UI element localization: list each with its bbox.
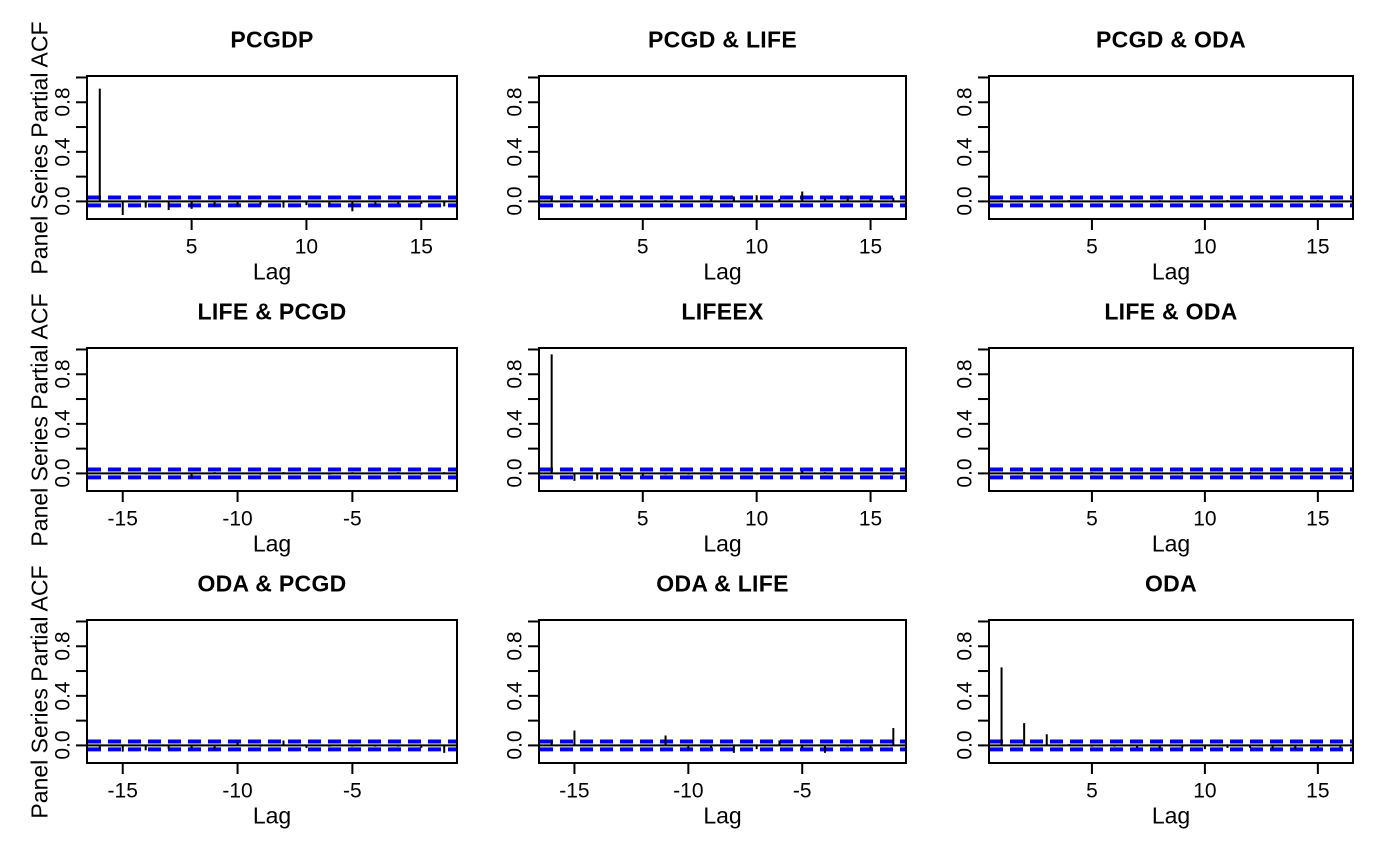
- x-tick-label: -15: [559, 779, 590, 803]
- x-tick-label: 10: [1193, 779, 1217, 803]
- pacf-plot-pcgdp: [76, 75, 458, 230]
- x-tick-label: 15: [858, 507, 883, 531]
- pacf-plot-oda-life: [528, 619, 907, 774]
- x-tick-label: -5: [343, 779, 362, 803]
- pacf-plot-oda: [978, 619, 1354, 774]
- panel-title: PCGDP: [230, 26, 314, 53]
- y-tick-label: 0.8: [503, 87, 527, 117]
- x-axis-label: Lag: [1151, 530, 1191, 557]
- y-tick-label: 0.0: [51, 730, 75, 761]
- panel-title: ODA: [1144, 570, 1198, 597]
- plot-box: [988, 619, 1354, 764]
- y-axis-label: Panel Series Partial ACF: [26, 20, 53, 275]
- panel-title: LIFE & PCGD: [197, 298, 347, 325]
- y-tick-label: 0.8: [51, 87, 75, 117]
- x-tick-label: 10: [1193, 507, 1217, 531]
- y-tick-label: 0.8: [953, 631, 977, 661]
- y-tick-label: 0.4: [953, 137, 977, 167]
- panel-title: ODA & PCGD: [197, 570, 347, 597]
- x-tick-label: 5: [1086, 507, 1098, 531]
- x-tick-label: 5: [1086, 779, 1098, 803]
- x-axis-label: Lag: [703, 258, 742, 285]
- x-tick-label: -15: [107, 507, 138, 531]
- pacf-plot-pcgd-life: [528, 75, 907, 230]
- plot-box: [538, 75, 907, 220]
- plot-box: [538, 619, 907, 764]
- plot-box: [86, 619, 458, 764]
- panel-title: PCGD & LIFE: [648, 26, 797, 53]
- pacf-plot-lifeex: [528, 347, 907, 502]
- x-tick-label: 5: [1086, 235, 1098, 259]
- x-tick-label: -10: [222, 507, 253, 531]
- y-tick-label: 0.0: [953, 186, 977, 217]
- y-tick-label: 0.4: [503, 137, 527, 167]
- x-tick-label: 15: [1306, 779, 1330, 803]
- y-tick-label: 0.4: [51, 681, 75, 711]
- x-tick-label: 5: [185, 235, 198, 259]
- plot-box: [538, 347, 907, 492]
- y-tick-label: 0.4: [51, 409, 75, 439]
- x-axis-label: Lag: [1151, 802, 1191, 829]
- y-tick-label: 0.0: [503, 458, 527, 489]
- y-tick-label: 0.4: [953, 681, 977, 711]
- y-tick-label: 0.4: [953, 409, 977, 439]
- y-tick-label: 0.0: [51, 186, 75, 217]
- y-tick-label: 0.0: [51, 458, 75, 489]
- x-axis-label: Lag: [703, 802, 742, 829]
- y-tick-label: 0.4: [503, 681, 527, 711]
- x-tick-label: 15: [858, 235, 883, 259]
- x-axis-label: Lag: [1151, 258, 1191, 285]
- x-tick-label: 15: [1306, 235, 1330, 259]
- x-tick-label: 10: [294, 235, 319, 259]
- y-tick-label: 0.8: [51, 359, 75, 389]
- y-tick-label: 0.8: [503, 631, 527, 661]
- plot-box: [86, 75, 458, 220]
- y-tick-label: 0.8: [953, 359, 977, 389]
- x-tick-label: 15: [409, 235, 433, 259]
- y-tick-label: 0.8: [503, 359, 527, 389]
- y-axis-label: Panel Series Partial ACF: [26, 292, 53, 547]
- y-tick-label: 0.0: [503, 730, 527, 761]
- pacf-plot-pcgd-oda: [978, 75, 1354, 230]
- x-tick-label: 15: [1306, 507, 1330, 531]
- x-tick-label: -10: [222, 779, 253, 803]
- x-tick-label: 10: [1193, 235, 1217, 259]
- y-tick-label: 0.4: [51, 137, 75, 167]
- y-tick-label: 0.0: [503, 186, 527, 217]
- panel-title: LIFEEX: [681, 298, 764, 325]
- x-tick-label: -5: [792, 779, 812, 803]
- y-tick-label: 0.8: [51, 631, 75, 661]
- x-axis-label: Lag: [252, 802, 292, 829]
- x-axis-label: Lag: [252, 530, 292, 557]
- y-axis-label: Panel Series Partial ACF: [26, 564, 53, 819]
- pacf-plot-oda-pcgd: [76, 619, 458, 774]
- x-tick-label: -15: [107, 779, 138, 803]
- plot-box: [988, 347, 1354, 492]
- x-tick-label: 5: [636, 235, 649, 259]
- panel-title: PCGD & ODA: [1096, 26, 1246, 53]
- x-tick-label: 10: [744, 235, 769, 259]
- y-tick-label: 0.0: [953, 730, 977, 761]
- pacf-plot-life-oda: [978, 347, 1354, 502]
- plot-box: [988, 75, 1354, 220]
- x-tick-label: -5: [343, 507, 362, 531]
- panel-title: ODA & LIFE: [656, 570, 789, 597]
- y-tick-label: 0.4: [503, 409, 527, 439]
- y-tick-label: 0.0: [953, 458, 977, 489]
- x-tick-label: -10: [673, 779, 704, 803]
- x-axis-label: Lag: [703, 530, 742, 557]
- panel-title: LIFE & ODA: [1104, 298, 1238, 325]
- y-tick-label: 0.8: [953, 87, 977, 117]
- plot-box: [86, 347, 458, 492]
- x-tick-label: 10: [744, 507, 769, 531]
- x-axis-label: Lag: [252, 258, 292, 285]
- pacf-plot-life-pcgd: [76, 347, 458, 502]
- x-tick-label: 5: [636, 507, 649, 531]
